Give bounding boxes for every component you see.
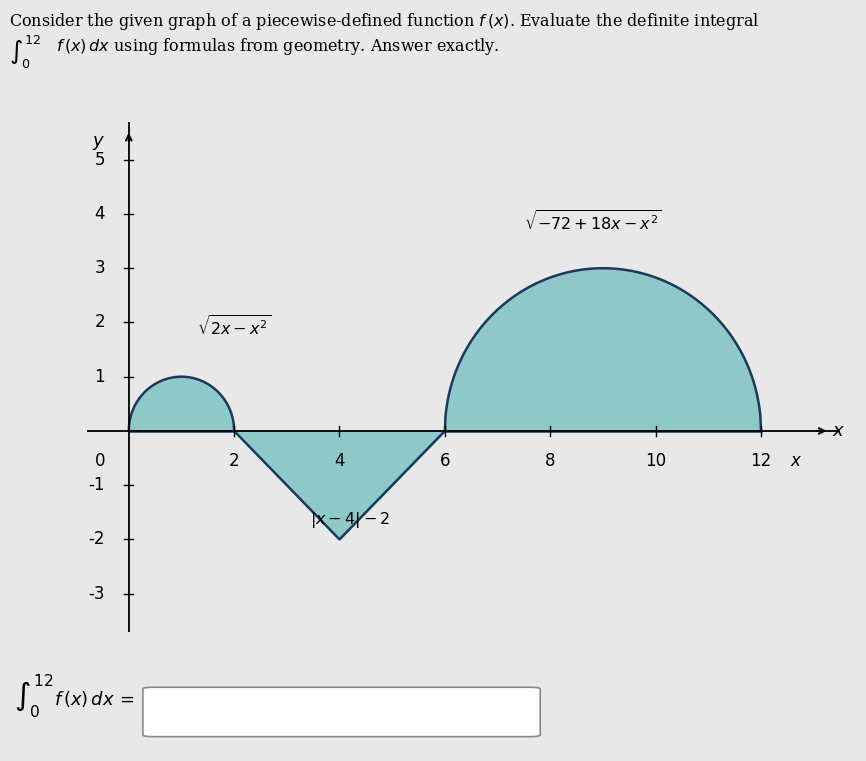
- FancyBboxPatch shape: [143, 687, 540, 737]
- Text: -3: -3: [88, 584, 105, 603]
- Text: $\sqrt{2x-x^2}$: $\sqrt{2x-x^2}$: [197, 314, 271, 338]
- Text: 4: 4: [334, 451, 345, 470]
- Text: $x$: $x$: [790, 451, 803, 470]
- Text: $f\,(x)\,dx$ using formulas from geometry. Answer exactly.: $f\,(x)\,dx$ using formulas from geometr…: [56, 36, 500, 57]
- Text: 4: 4: [94, 205, 105, 223]
- Text: $x$: $x$: [832, 422, 845, 440]
- Text: $|x-4|-2$: $|x-4|-2$: [310, 510, 391, 530]
- Text: $\int_0^{12}$: $\int_0^{12}$: [14, 673, 54, 721]
- Text: 12: 12: [750, 451, 772, 470]
- Text: 5: 5: [94, 151, 105, 169]
- Text: 6: 6: [440, 451, 450, 470]
- Text: 1: 1: [94, 368, 105, 386]
- Text: 0: 0: [94, 451, 105, 470]
- Text: 8: 8: [545, 451, 555, 470]
- Text: 2: 2: [229, 451, 239, 470]
- Text: Consider the given graph of a piecewise-defined function $f\,(x)$. Evaluate the : Consider the given graph of a piecewise-…: [9, 11, 759, 33]
- Text: 2: 2: [94, 314, 105, 332]
- Text: 10: 10: [645, 451, 666, 470]
- Text: $y$: $y$: [92, 135, 105, 152]
- Text: $\sqrt{-72+18x-x^2}$: $\sqrt{-72+18x-x^2}$: [524, 209, 662, 233]
- Text: -2: -2: [88, 530, 105, 549]
- Text: $\int_0^{12}$: $\int_0^{12}$: [9, 34, 41, 72]
- Text: -1: -1: [88, 476, 105, 494]
- Text: 3: 3: [94, 260, 105, 277]
- Text: $f\,(x)\,dx\,=$: $f\,(x)\,dx\,=$: [55, 689, 135, 709]
